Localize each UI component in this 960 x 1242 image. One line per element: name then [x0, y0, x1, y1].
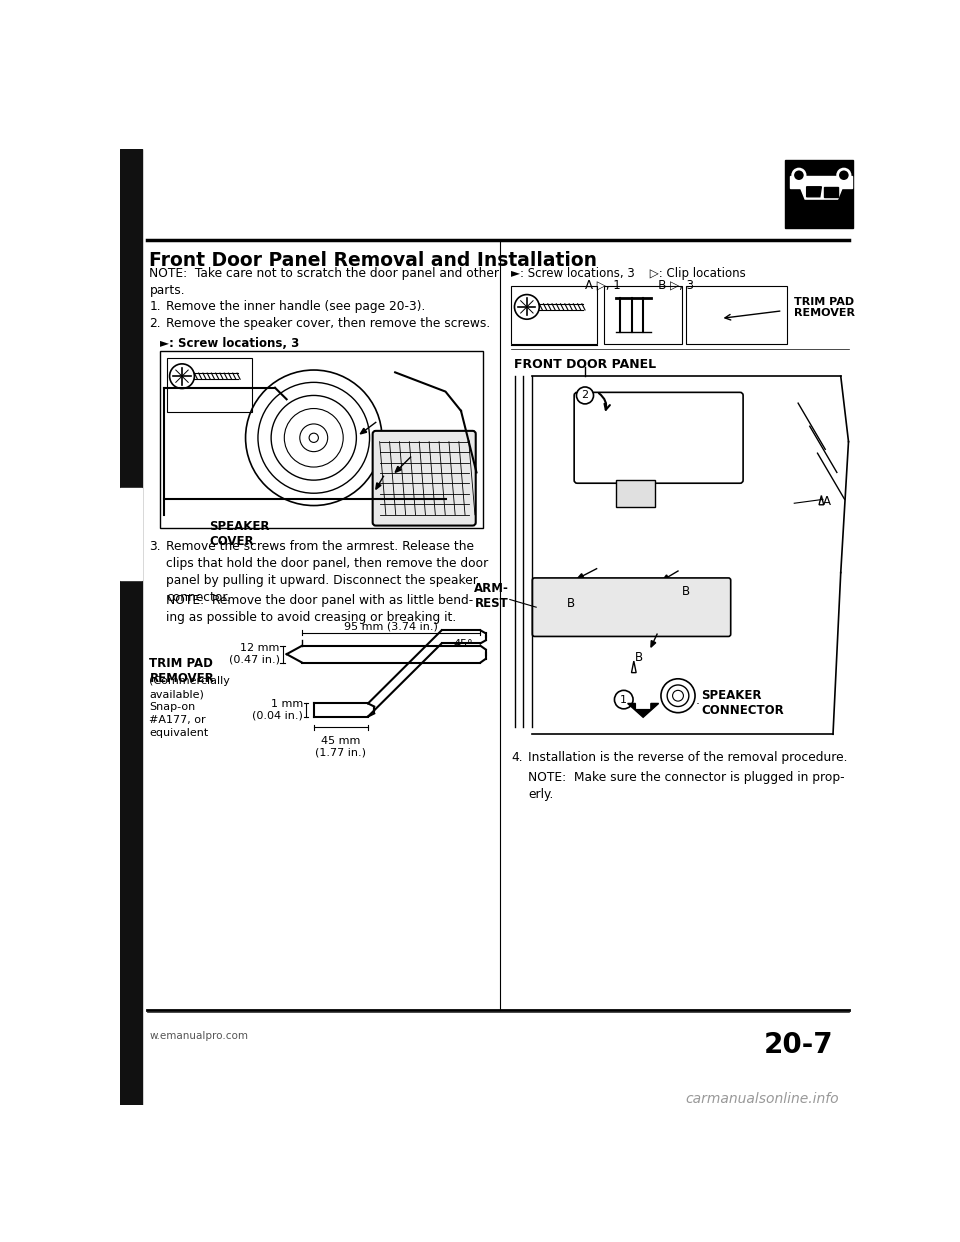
- Circle shape: [793, 169, 805, 181]
- Text: Remove the screws from the armrest. Release the
clips that hold the door panel, : Remove the screws from the armrest. Rele…: [166, 540, 489, 604]
- Text: w.emanualpro.com: w.emanualpro.com: [150, 1031, 249, 1041]
- Text: ►: Screw locations, 3    ▷: Clip locations: ►: Screw locations, 3 ▷: Clip locations: [512, 267, 746, 279]
- Polygon shape: [120, 488, 142, 580]
- Text: ►: Screw locations, 3: ►: Screw locations, 3: [160, 337, 300, 350]
- Text: SPEAKER
COVER: SPEAKER COVER: [209, 520, 270, 548]
- Text: 1: 1: [620, 694, 627, 704]
- Text: NOTE:  Remove the door panel with as little bend-
ing as possible to avoid creas: NOTE: Remove the door panel with as litt…: [166, 594, 473, 623]
- Circle shape: [576, 388, 593, 404]
- Text: Remove the speaker cover, then remove the screws.: Remove the speaker cover, then remove th…: [166, 317, 491, 330]
- Text: 4.: 4.: [512, 751, 523, 764]
- Polygon shape: [375, 483, 381, 489]
- Bar: [685, 286, 786, 344]
- Text: NOTE:  Make sure the connector is plugged in prop-
erly.: NOTE: Make sure the connector is plugged…: [528, 771, 845, 801]
- Text: 95 mm (3.74 in.): 95 mm (3.74 in.): [345, 621, 438, 631]
- Polygon shape: [577, 574, 584, 579]
- Text: A ▷, 1          B ▷, 3: A ▷, 1 B ▷, 3: [585, 278, 694, 292]
- Polygon shape: [651, 641, 656, 647]
- Circle shape: [673, 691, 684, 702]
- Bar: [785, 160, 853, 227]
- Circle shape: [614, 691, 633, 709]
- Polygon shape: [396, 466, 401, 472]
- Text: Installation is the reverse of the removal procedure.: Installation is the reverse of the remov…: [528, 751, 848, 764]
- Text: TRIM PAD
REMOVER: TRIM PAD REMOVER: [794, 297, 855, 318]
- Text: B: B: [636, 651, 643, 663]
- Text: 1.: 1.: [150, 301, 161, 313]
- Circle shape: [838, 169, 850, 181]
- Text: B: B: [682, 585, 690, 599]
- Bar: [166, 359, 252, 412]
- Circle shape: [170, 364, 194, 389]
- Text: SPEAKER
CONNECTOR: SPEAKER CONNECTOR: [701, 689, 784, 718]
- Text: (Commercially
available)
Snap-on
#A177, or
equivalent: (Commercially available) Snap-on #A177, …: [150, 677, 230, 738]
- Text: Front Door Panel Removal and Installation: Front Door Panel Removal and Installatio…: [150, 251, 597, 270]
- Text: 1 mm
(0.04 in.): 1 mm (0.04 in.): [252, 699, 303, 720]
- Text: FRONT DOOR PANEL: FRONT DOOR PANEL: [514, 359, 656, 371]
- Polygon shape: [120, 149, 142, 1105]
- Bar: [616, 481, 655, 507]
- Text: Remove the inner handle (see page 20-3).: Remove the inner handle (see page 20-3).: [166, 301, 426, 313]
- Circle shape: [660, 679, 695, 713]
- Text: B: B: [567, 597, 575, 610]
- Polygon shape: [360, 428, 367, 433]
- Bar: [605, 286, 682, 344]
- Polygon shape: [801, 188, 842, 199]
- Text: 3.: 3.: [150, 540, 161, 553]
- Text: 2.: 2.: [150, 317, 161, 330]
- FancyBboxPatch shape: [532, 578, 731, 636]
- Text: NOTE:  Take care not to scratch the door panel and other
parts.: NOTE: Take care not to scratch the door …: [150, 267, 499, 297]
- Polygon shape: [662, 575, 669, 580]
- Polygon shape: [790, 176, 852, 188]
- Polygon shape: [628, 703, 659, 718]
- Text: 2: 2: [582, 390, 588, 400]
- Text: 12 mm
(0.47 in.): 12 mm (0.47 in.): [228, 643, 279, 664]
- Text: 20-7: 20-7: [763, 1031, 833, 1058]
- Text: ARM-
REST: ARM- REST: [474, 581, 509, 610]
- Bar: [512, 286, 596, 344]
- Polygon shape: [806, 186, 822, 196]
- Circle shape: [667, 684, 689, 707]
- Bar: [160, 350, 483, 528]
- Text: TRIM PAD
REMOVER: TRIM PAD REMOVER: [150, 657, 214, 686]
- Text: 45 mm
(1.77 in.): 45 mm (1.77 in.): [316, 735, 367, 758]
- Text: carmanualsonline.info: carmanualsonline.info: [685, 1092, 839, 1107]
- Circle shape: [515, 294, 540, 319]
- Text: A: A: [823, 496, 830, 508]
- FancyBboxPatch shape: [372, 431, 476, 525]
- Polygon shape: [824, 186, 838, 196]
- FancyBboxPatch shape: [574, 392, 743, 483]
- Text: 45°: 45°: [453, 640, 473, 650]
